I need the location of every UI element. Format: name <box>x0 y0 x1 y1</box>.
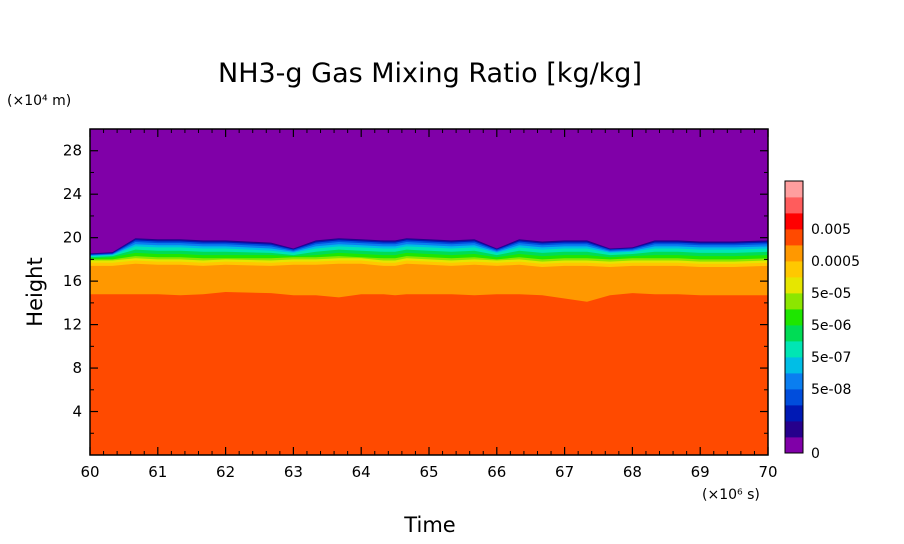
x-tick-label: 61 <box>148 463 167 481</box>
colorbar-label: 5e-08 <box>811 382 851 398</box>
colorbar-swatch <box>785 421 803 438</box>
colorbar-label: 5e-05 <box>811 286 851 302</box>
colorbar-swatch <box>785 213 803 230</box>
y-axis: 4 8 12 16 20 24 28 <box>63 142 768 434</box>
colorbar-swatch <box>785 405 803 422</box>
x-axis-unit: (×10⁶ s) <box>702 487 760 503</box>
colorbar-swatch <box>785 389 803 406</box>
y-tick-label: 16 <box>63 272 82 290</box>
colorbar-swatch <box>785 341 803 358</box>
colorbar-swatch <box>785 325 803 342</box>
chart-title: NH3-g Gas Mixing Ratio [kg/kg] <box>218 58 642 89</box>
x-tick-label: 64 <box>352 463 371 481</box>
x-tick-label: 66 <box>487 463 506 481</box>
x-tick-label: 68 <box>623 463 642 481</box>
x-tick-label: 63 <box>284 463 303 481</box>
y-tick-label: 24 <box>63 185 82 203</box>
band-ff4a00 <box>90 292 768 455</box>
contour-fill <box>90 129 768 455</box>
colorbar-swatch <box>785 373 803 390</box>
y-axis-unit: (×10⁴ m) <box>7 93 71 109</box>
x-tick-label: 69 <box>691 463 710 481</box>
colorbar-swatch <box>785 357 803 374</box>
x-tick-label: 65 <box>419 463 438 481</box>
x-axis-label: Time <box>403 513 455 537</box>
colorbar-frame <box>784 180 804 454</box>
x-axis: 60 61 62 63 64 65 66 67 68 69 70 <box>80 129 778 481</box>
colorbar-label: 5e-07 <box>811 350 851 366</box>
colorbar: 0.005 0.0005 5e-05 5e-06 5e-07 5e-08 0 <box>784 180 860 462</box>
colorbar-swatch <box>785 229 803 246</box>
x-tick-label: 60 <box>80 463 99 481</box>
colorbar-swatch <box>785 261 803 278</box>
colorbar-label: 0.005 <box>811 222 851 238</box>
x-tick-label: 70 <box>758 463 777 481</box>
colorbar-swatch <box>785 437 803 454</box>
colorbar-label: 0.0005 <box>811 254 860 270</box>
colorbar-swatch <box>785 197 803 214</box>
colorbar-swatch <box>785 309 803 326</box>
y-tick-label: 4 <box>72 403 82 421</box>
colorbar-swatch <box>785 277 803 294</box>
x-tick-label: 67 <box>555 463 574 481</box>
y-tick-label: 12 <box>63 316 82 334</box>
y-tick-label: 8 <box>72 359 82 377</box>
y-tick-label: 28 <box>63 142 82 160</box>
colorbar-label: 5e-06 <box>811 318 851 334</box>
colorbar-swatch <box>785 181 803 198</box>
colorbar-swatch <box>785 293 803 310</box>
colorbar-label: 0 <box>811 446 820 462</box>
colorbar-swatch <box>785 245 803 262</box>
y-axis-label: Height <box>23 257 47 326</box>
x-tick-label: 62 <box>216 463 235 481</box>
y-tick-label: 20 <box>63 229 82 247</box>
